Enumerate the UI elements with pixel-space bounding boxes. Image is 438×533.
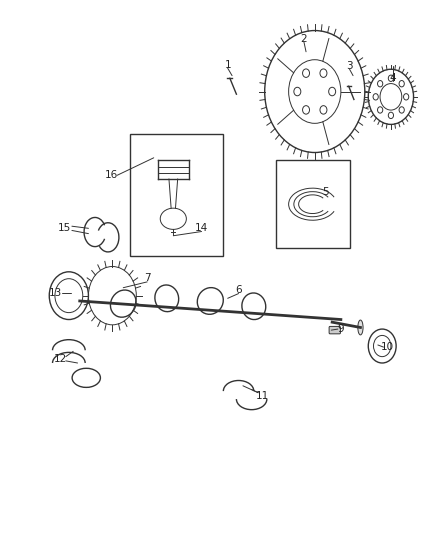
FancyBboxPatch shape (329, 326, 340, 334)
Text: 14: 14 (195, 223, 208, 233)
Text: 6: 6 (235, 285, 242, 295)
Text: 9: 9 (338, 324, 344, 334)
Text: 1: 1 (224, 60, 231, 70)
Ellipse shape (358, 320, 363, 335)
Text: 16: 16 (104, 171, 118, 180)
Text: 13: 13 (49, 288, 63, 298)
Text: 4: 4 (390, 73, 396, 83)
Text: 12: 12 (53, 354, 67, 364)
Text: 3: 3 (346, 61, 353, 71)
Text: 15: 15 (58, 223, 71, 233)
Text: 10: 10 (381, 342, 395, 352)
Text: 7: 7 (144, 273, 151, 283)
Text: 5: 5 (322, 187, 329, 197)
Text: 2: 2 (300, 34, 307, 44)
Text: 11: 11 (256, 391, 269, 401)
